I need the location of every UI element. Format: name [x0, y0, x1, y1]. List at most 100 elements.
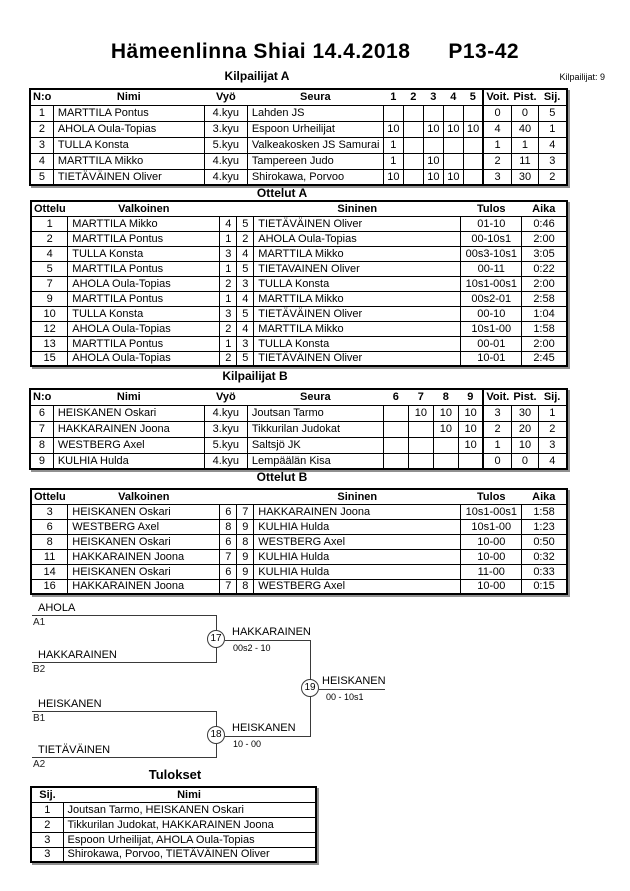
pool-a-title: Kilpailijat A — [224, 69, 290, 83]
table-row: 14 HEISKANEN Oskari 6 9 KULHIA Hulda 11-00 0:3… — [30, 563, 568, 580]
table-row: 8 WESTBERG Axel 5.kyu Saltsjö JK 10 1 10 3 — [29, 436, 568, 454]
pool-a-body: 1 MARTTILA Pontus 4.kyu Lahden JS 0 0 5 2 AHOLA … — [29, 104, 568, 186]
match-time: 3:05 — [521, 245, 568, 262]
pool-b-title: Kilpailijat B — [222, 369, 288, 383]
points-cell: 30 — [510, 168, 540, 186]
competitor-club: Tampereen Judo — [246, 152, 384, 170]
matches-b-header-row: Ottelu Valkoinen Sininen Tulos Aika — [31, 488, 567, 505]
white-name: HAKKARAINEN Joona — [67, 578, 221, 595]
match-time: 2:45 — [521, 350, 568, 367]
results-header-row: Sij. Nimi — [31, 786, 316, 803]
white-name: MARTTILA Pontus — [67, 335, 221, 352]
competitor-name: WESTBERG Axel — [52, 436, 205, 454]
col-header-match: Ottelu — [31, 488, 68, 505]
tournament-title: Hämeenlinna Shiai 14.4.2018 — [110, 40, 411, 63]
competitor-belt: 4.kyu — [203, 168, 248, 186]
match-result: 00s2-01 — [460, 290, 523, 307]
pool-b-header-row: N:o Nimi Vyö Seura 6 7 8 9 Voit. Pist. S… — [30, 388, 567, 406]
competitor-count: Kilpailijat: 9 — [559, 72, 605, 82]
table-row: 12 AHOLA Oula-Topias 2 4 MARTTILA Mikko 10s1-… — [30, 320, 568, 337]
match-result: 10s1-00s1 — [460, 503, 523, 520]
bracket-seed-label: B2 — [33, 664, 46, 675]
page-title: Hämeenlinna Shiai 14.4.2018 P13-42 — [0, 40, 630, 64]
competitor-name: TIETÄVÄINEN Oliver — [52, 168, 205, 186]
wins-cell: 3 — [482, 168, 512, 186]
col-header-place: Sij. — [31, 786, 63, 803]
bracket-seed-label: A1 — [33, 617, 46, 628]
bracket-winner-name: HEISKANEN — [322, 675, 386, 687]
place-cell: 2 — [30, 816, 64, 833]
result-name: Espoon Urheilijat, AHOLA Oula-Topias — [62, 831, 317, 848]
bracket-score: 10 - 00 — [233, 739, 262, 749]
place-cell: 3 — [30, 831, 64, 848]
result-name: Joutsan Tarmo, HEISKANEN Oskari — [62, 801, 317, 818]
white-name: MARTTILA Pontus — [67, 230, 221, 247]
competitor-no: 5 — [29, 168, 54, 186]
results-body: 1 Joutsan Tarmo, HEISKANEN Oskari 2 Tikkuri… — [30, 801, 317, 863]
result-cell: 10 — [457, 404, 484, 422]
match-number-badge: 19 — [301, 679, 319, 697]
results-title: Tulokset — [148, 767, 202, 782]
matches-b-title: Ottelut B — [256, 470, 308, 484]
col-header-name: Nimi — [53, 88, 205, 106]
pool-a-header-row: N:o Nimi Vyö Seura 1 2 3 4 5 Voit. Pist.… — [30, 88, 567, 106]
match-result: 10-00 — [460, 578, 523, 595]
place-cell: 1 — [538, 120, 568, 138]
results-table: Sij. Nimi 1 Joutsan Tarmo, HEISKANEN Oska… — [30, 786, 317, 863]
blue-name: AHOLA Oula-Topias — [253, 230, 462, 247]
bracket-line — [32, 711, 217, 712]
blue-name: MARTTILA Mikko — [253, 320, 462, 337]
table-row: 6 WESTBERG Axel 8 9 KULHIA Hulda 10s1-00 1:23 — [30, 518, 568, 535]
matches-a-body: 1 MARTTILA Mikko 4 5 TIETÄVÄINEN Oliver 01-10… — [30, 215, 568, 367]
place-cell: 2 — [538, 168, 568, 186]
match-time: 1:58 — [521, 503, 568, 520]
category-label: P13-42 — [448, 40, 520, 63]
table-row: 2 Tikkurilan Judokat, HAKKARAINEN Joona — [30, 816, 317, 833]
result-cell: 10 — [407, 404, 434, 422]
table-row: 15 AHOLA Oula-Topias 2 5 TIETÄVÄINEN Oliver 1… — [30, 350, 568, 367]
result-name: Shirokawa, Porvoo, TIETÄVÄINEN Oliver — [62, 846, 317, 863]
col-header-blue: Sininen — [253, 200, 461, 217]
table-row: 3 Shirokawa, Porvoo, TIETÄVÄINEN Oliver — [30, 846, 317, 863]
col-header-name: Nimi — [63, 786, 316, 803]
table-row: 3 Espoon Urheilijat, AHOLA Oula-Topias — [30, 831, 317, 848]
col-header-club: Seura — [247, 88, 384, 106]
table-row: 5 MARTTILA Pontus 1 5 TIETAVAINEN Oliver 00-1… — [30, 260, 568, 277]
table-row: 13 MARTTILA Pontus 1 3 TULLA Konsta 00-01 2:00 — [30, 335, 568, 352]
table-row: 9 KULHIA Hulda 4.kyu Lempäälän Kisa 0 0 4 — [29, 452, 568, 470]
match-time: 2:58 — [521, 290, 568, 307]
competitor-belt: 5.kyu — [203, 436, 248, 454]
match-time: 0:33 — [521, 563, 568, 580]
matches-b-table: Ottelu Valkoinen Sininen Tulos Aika 3 HEI… — [30, 488, 568, 595]
bracket-line — [32, 757, 217, 758]
col-header-points: Pist. — [511, 88, 539, 106]
place-cell: 1 — [30, 801, 64, 818]
white-name: AHOLA Oula-Topias — [67, 350, 221, 367]
match-time: 2:00 — [521, 275, 568, 292]
match-time: 0:50 — [521, 533, 568, 550]
points-cell: 10 — [510, 436, 540, 454]
blue-name: WESTBERG Axel — [253, 578, 462, 595]
bracket-line — [225, 736, 311, 737]
blue-name: TIETÄVÄINEN Oliver — [253, 305, 462, 322]
points-cell: 20 — [510, 420, 540, 438]
table-row: 7 AHOLA Oula-Topias 2 3 TULLA Konsta 10s1-00s… — [30, 275, 568, 292]
bracket-winner-name: HAKKARAINEN — [232, 626, 311, 638]
col-header-match: Ottelu — [31, 200, 68, 217]
match-time: 0:32 — [521, 548, 568, 565]
match-result: 10-01 — [460, 350, 523, 367]
matches-b-body: 3 HEISKANEN Oskari 6 7 HAKKARAINEN Joona 10s1… — [30, 503, 568, 595]
matches-a-title: Ottelut A — [256, 186, 308, 200]
place-cell: 4 — [538, 452, 568, 470]
points-cell: 0 — [510, 104, 540, 122]
pool-b-body: 6 HEISKANEN Oskari 4.kyu Joutsan Tarmo 10 10 1… — [29, 404, 568, 470]
bracket-line — [225, 640, 311, 641]
competitor-no: 9 — [29, 452, 54, 470]
points-cell: 0 — [510, 452, 540, 470]
blue-name: MARTTILA Mikko — [253, 290, 462, 307]
bracket-competitor-name: TIETÄVÄINEN — [38, 744, 111, 756]
matches-a-table: Ottelu Valkoinen Sininen Tulos Aika 1 MAR… — [30, 200, 568, 367]
blue-name: TIETÄVÄINEN Oliver — [253, 350, 462, 367]
col-header-blue: Sininen — [253, 488, 461, 505]
bracket-competitor-name: AHOLA — [38, 602, 76, 614]
